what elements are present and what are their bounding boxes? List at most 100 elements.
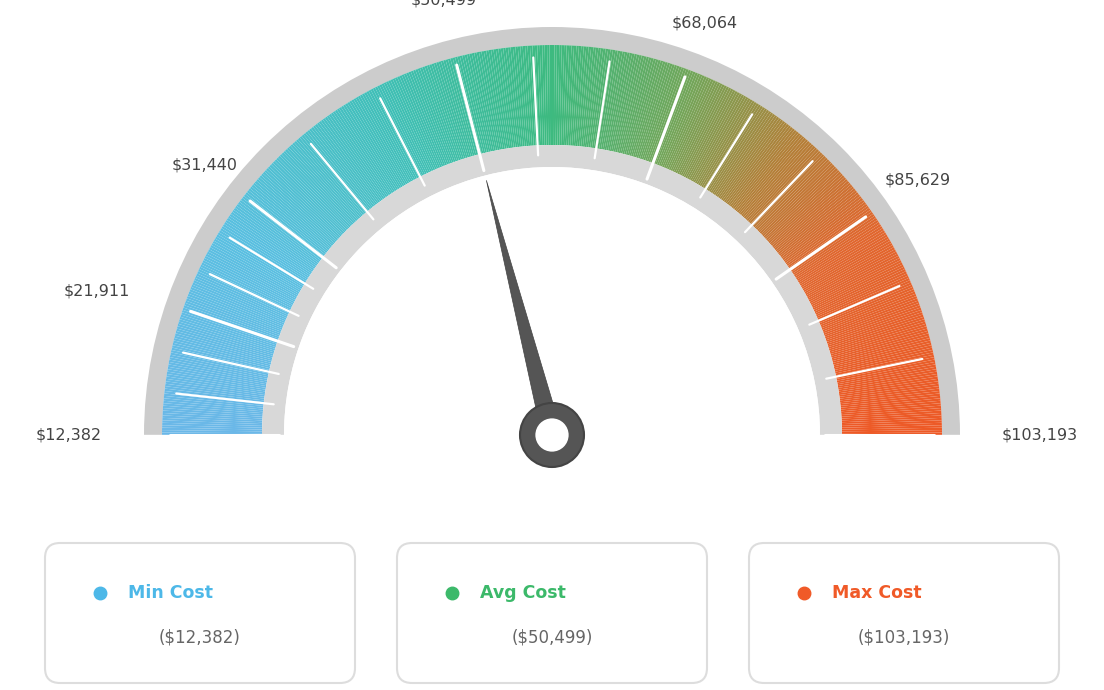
Wedge shape xyxy=(164,393,264,406)
Wedge shape xyxy=(841,413,942,420)
Wedge shape xyxy=(241,198,321,260)
Wedge shape xyxy=(744,142,811,219)
Wedge shape xyxy=(364,92,414,181)
Wedge shape xyxy=(169,357,268,379)
Wedge shape xyxy=(210,245,299,295)
Wedge shape xyxy=(518,46,529,146)
Wedge shape xyxy=(670,79,713,171)
Wedge shape xyxy=(304,133,369,212)
Wedge shape xyxy=(347,102,401,188)
Wedge shape xyxy=(510,47,523,147)
Wedge shape xyxy=(453,57,480,155)
Wedge shape xyxy=(432,63,464,159)
Wedge shape xyxy=(380,84,425,175)
Wedge shape xyxy=(757,159,829,231)
Wedge shape xyxy=(169,362,267,382)
Wedge shape xyxy=(202,260,293,306)
Wedge shape xyxy=(188,294,282,332)
Wedge shape xyxy=(346,103,400,189)
Wedge shape xyxy=(631,60,661,157)
Wedge shape xyxy=(474,52,496,151)
Wedge shape xyxy=(180,317,276,349)
Wedge shape xyxy=(805,245,894,295)
Wedge shape xyxy=(730,127,793,207)
Wedge shape xyxy=(619,55,645,153)
Wedge shape xyxy=(733,130,797,209)
Wedge shape xyxy=(686,88,733,178)
Wedge shape xyxy=(752,152,822,226)
Wedge shape xyxy=(296,139,363,216)
Wedge shape xyxy=(735,133,800,212)
Text: $31,440: $31,440 xyxy=(171,158,237,173)
Wedge shape xyxy=(400,75,440,168)
Wedge shape xyxy=(785,201,866,263)
Wedge shape xyxy=(694,96,746,184)
Wedge shape xyxy=(335,110,392,194)
Wedge shape xyxy=(402,75,442,168)
Wedge shape xyxy=(163,396,264,408)
Wedge shape xyxy=(841,403,941,413)
Wedge shape xyxy=(243,196,322,259)
Wedge shape xyxy=(272,163,344,234)
Wedge shape xyxy=(816,273,907,317)
Wedge shape xyxy=(711,108,767,193)
Wedge shape xyxy=(677,83,722,174)
Wedge shape xyxy=(436,62,468,158)
Wedge shape xyxy=(835,345,932,370)
Wedge shape xyxy=(814,267,905,311)
Wedge shape xyxy=(792,216,875,273)
Wedge shape xyxy=(411,70,448,165)
Wedge shape xyxy=(841,415,942,422)
Wedge shape xyxy=(167,369,266,388)
Wedge shape xyxy=(834,340,931,366)
Wedge shape xyxy=(528,46,535,146)
Wedge shape xyxy=(162,415,263,422)
Wedge shape xyxy=(463,55,487,152)
Wedge shape xyxy=(222,226,307,281)
Wedge shape xyxy=(789,212,873,270)
Wedge shape xyxy=(255,181,332,247)
Wedge shape xyxy=(803,239,890,290)
Wedge shape xyxy=(841,401,941,411)
Wedge shape xyxy=(287,148,357,222)
Wedge shape xyxy=(172,345,269,370)
Wedge shape xyxy=(220,228,306,283)
Text: ($103,193): ($103,193) xyxy=(858,628,951,647)
Wedge shape xyxy=(307,130,371,209)
Text: Min Cost: Min Cost xyxy=(128,584,213,602)
Wedge shape xyxy=(774,184,852,250)
Wedge shape xyxy=(614,54,637,152)
Wedge shape xyxy=(716,114,775,197)
Wedge shape xyxy=(181,312,277,346)
Wedge shape xyxy=(836,357,935,379)
Wedge shape xyxy=(317,122,379,204)
Wedge shape xyxy=(386,81,431,172)
Wedge shape xyxy=(413,70,450,164)
Wedge shape xyxy=(479,52,499,150)
Wedge shape xyxy=(406,72,445,166)
Wedge shape xyxy=(821,289,914,328)
Wedge shape xyxy=(786,204,868,264)
Wedge shape xyxy=(693,95,744,183)
Wedge shape xyxy=(351,99,404,186)
Wedge shape xyxy=(761,164,835,235)
Text: $68,064: $68,064 xyxy=(672,15,739,30)
Wedge shape xyxy=(321,119,382,201)
Wedge shape xyxy=(700,99,753,186)
Wedge shape xyxy=(516,46,527,146)
Wedge shape xyxy=(777,190,857,255)
Wedge shape xyxy=(725,122,787,204)
FancyBboxPatch shape xyxy=(749,543,1059,683)
Wedge shape xyxy=(676,82,720,173)
Wedge shape xyxy=(715,112,773,196)
Wedge shape xyxy=(301,135,368,213)
Wedge shape xyxy=(657,72,696,166)
Wedge shape xyxy=(776,188,856,253)
Wedge shape xyxy=(177,328,273,357)
Text: Max Cost: Max Cost xyxy=(832,584,922,602)
Wedge shape xyxy=(498,48,513,148)
Wedge shape xyxy=(212,243,299,294)
Wedge shape xyxy=(192,282,285,323)
Wedge shape xyxy=(224,222,309,278)
Wedge shape xyxy=(417,68,454,163)
